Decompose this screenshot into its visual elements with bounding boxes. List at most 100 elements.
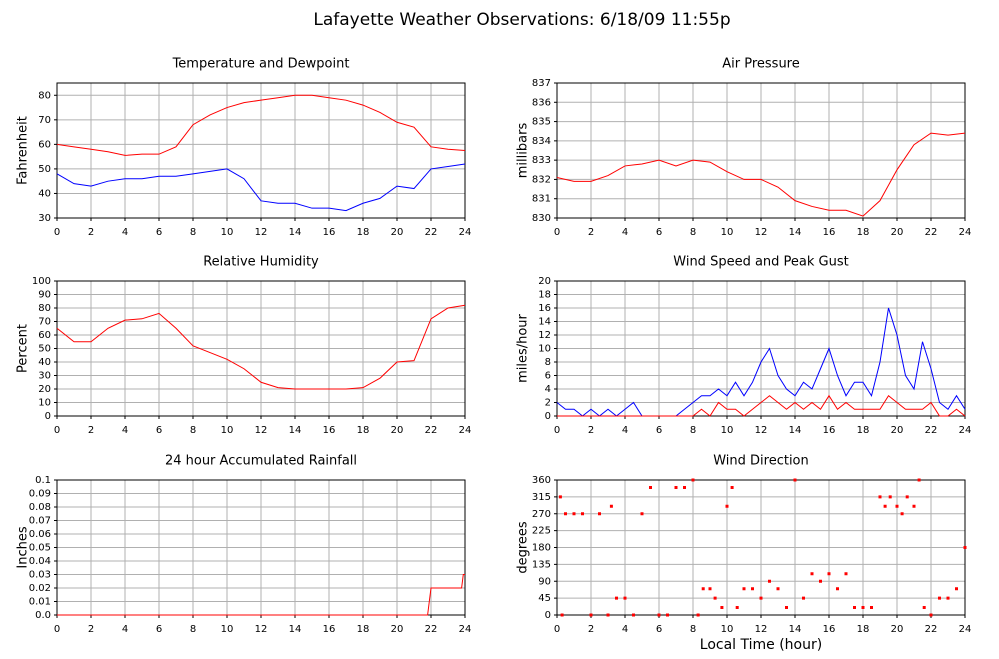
- y-tick-label: 833: [532, 155, 551, 166]
- y-tick-label: 10: [38, 398, 51, 409]
- y-tick-label: 30: [38, 371, 51, 382]
- x-tick-label: 0: [554, 624, 560, 635]
- y-tick-label: 135: [532, 559, 551, 570]
- y-tick-label: 0.06: [29, 529, 51, 540]
- data-point: [900, 512, 904, 516]
- data-point: [701, 587, 705, 591]
- y-tick-label: 20: [38, 384, 51, 395]
- y-tick-label: 0.02: [29, 583, 51, 594]
- y-tick-label: 80: [38, 303, 51, 314]
- data-point: [819, 579, 822, 583]
- x-tick-label: 4: [122, 624, 128, 635]
- y-axis-label: millibars: [516, 123, 531, 179]
- x-tick-label: 2: [88, 425, 94, 436]
- data-point: [827, 572, 831, 576]
- x-tick-label: 16: [823, 227, 836, 238]
- data-point: [730, 486, 734, 489]
- y-axis-label: Fahrenheit: [16, 116, 31, 185]
- y-tick-label: 270: [532, 509, 551, 520]
- x-tick-label: 10: [721, 425, 734, 436]
- y-tick-label: 40: [38, 357, 51, 368]
- data-point: [768, 579, 771, 583]
- x-tick-label: 14: [289, 425, 302, 436]
- data-point: [691, 478, 695, 482]
- y-tick-label: 40: [38, 188, 51, 199]
- data-point: [946, 596, 950, 600]
- x-tick-label: 24: [959, 624, 972, 635]
- data-point: [696, 613, 700, 617]
- data-line: [56, 163, 466, 212]
- y-tick-label: 0: [45, 411, 51, 422]
- data-point: [683, 486, 686, 489]
- y-tick-label: 12: [538, 330, 551, 341]
- x-tick-label: 2: [588, 425, 594, 436]
- y-tick-label: 14: [538, 317, 551, 328]
- x-tick-label: 20: [891, 624, 904, 635]
- x-tick-label: 6: [156, 227, 162, 238]
- x-tick-label: 10: [221, 227, 234, 238]
- x-tick-label: 0: [554, 227, 560, 238]
- x-tick-label: 8: [690, 227, 696, 238]
- y-tick-label: 100: [32, 276, 51, 287]
- y-tick-label: 0.04: [29, 556, 51, 567]
- x-tick-label: 24: [459, 425, 472, 436]
- y-tick-label: 0: [545, 411, 551, 422]
- x-tick-label: 0: [54, 227, 60, 238]
- x-tick-label: 22: [425, 227, 438, 238]
- data-point: [558, 495, 562, 499]
- x-tick-label: 12: [255, 425, 268, 436]
- x-tick-label: 14: [289, 227, 302, 238]
- x-tick-label: 22: [925, 624, 938, 635]
- x-tick-label: 4: [622, 624, 628, 635]
- y-tick-label: 16: [538, 303, 551, 314]
- x-tick-label: 10: [721, 624, 734, 635]
- data-point: [844, 572, 848, 576]
- y-tick-label: 50: [38, 164, 51, 175]
- x-tick-label: 12: [755, 624, 768, 635]
- figure-title: Lafayette Weather Observations: 6/18/09 …: [313, 10, 730, 30]
- data-point: [589, 613, 593, 617]
- x-tick-label: 4: [622, 425, 628, 436]
- x-tick-label: 8: [190, 227, 196, 238]
- x-tick-label: 0: [54, 425, 60, 436]
- x-tick-label: 6: [656, 227, 662, 238]
- data-point: [615, 596, 618, 600]
- x-tick-label: 6: [656, 624, 662, 635]
- data-point: [785, 606, 788, 609]
- x-tick-label: 10: [721, 227, 734, 238]
- panel: 0 2 4 6 8 10 12 14 16 18 20 22 24304050607080Tempera…: [16, 57, 472, 239]
- data-point: [606, 613, 610, 617]
- plot-frame: [556, 82, 966, 219]
- x-tick-label: 16: [323, 227, 336, 238]
- y-tick-label: 70: [38, 317, 51, 328]
- y-tick-label: 0.07: [29, 516, 51, 527]
- data-line: [57, 574, 465, 616]
- x-tick-label: 8: [190, 624, 196, 635]
- x-tick-label: 12: [255, 624, 268, 635]
- x-tick-label: 20: [891, 227, 904, 238]
- data-point: [759, 596, 763, 600]
- x-tick-label: 18: [357, 624, 370, 635]
- data-point: [793, 478, 797, 482]
- x-axis-label: Local Time (hour): [700, 637, 822, 653]
- y-tick-label: 6: [545, 371, 551, 382]
- y-tick-label: 70: [38, 115, 51, 126]
- x-tick-label: 18: [357, 425, 370, 436]
- plot-frame: [556, 280, 966, 417]
- x-tick-label: 18: [857, 425, 870, 436]
- x-tick-label: 16: [323, 425, 336, 436]
- y-tick-label: 60: [38, 139, 51, 150]
- chart-title: Temperature and Dewpoint: [172, 57, 350, 72]
- y-tick-label: 8: [545, 357, 551, 368]
- y-tick-label: 4: [545, 384, 551, 395]
- data-point: [564, 512, 567, 516]
- x-tick-label: 22: [425, 425, 438, 436]
- chart-title: Wind Speed and Peak Gust: [673, 255, 848, 270]
- y-tick-label: 0.09: [29, 489, 51, 500]
- x-tick-label: 18: [857, 624, 870, 635]
- x-tick-label: 10: [221, 624, 234, 635]
- data-point: [742, 587, 746, 591]
- panel: 0 2 4 6 8 10 12 14 16 18 20 22 240459013518022527031…: [516, 454, 972, 654]
- panel: 0 2 4 6 8 10 12 14 16 18 20 22 240102030405060708090…: [16, 255, 472, 437]
- data-point: [713, 596, 717, 600]
